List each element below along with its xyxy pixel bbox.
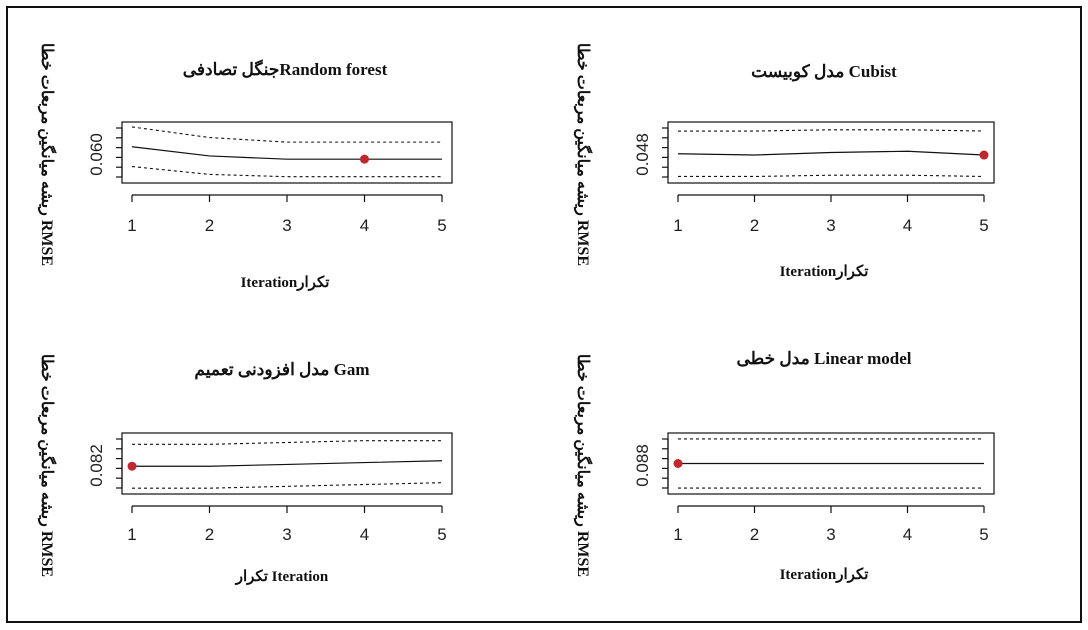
figure-frame [6,6,1082,623]
rmse-line [132,460,443,467]
chart-title: مدل کوبیست Cubist [751,62,897,82]
x-tick-label: 2 [750,525,759,544]
lower-bound-line [678,174,985,178]
x-tick-label: 1 [127,216,136,235]
best-iteration-point [673,459,683,468]
chart-title: جنگل تصادفیRandom forest [183,59,388,79]
chart-cubist: مدل کوبیست Cubist ریشه میانگین مربعات خطا… [573,43,995,280]
chart-random-forest: جنگل تصادفیRandom forest ریشه میانگین مرب… [37,43,453,291]
x-tick-label: 1 [673,525,682,544]
x-tick-label: 5 [437,216,446,235]
y-tick-label: 0.060 [87,133,106,176]
x-tick-label: 1 [673,216,682,235]
chart-gam: مدل افزودنی تعمیم Gam ریشه میانگین مربعات… [37,354,453,585]
x-tick-label: 2 [205,525,214,544]
rmse-line [131,146,442,160]
x-tick-label: 3 [826,525,835,544]
x-tick-label: 2 [750,216,759,235]
x-tick-label: 4 [360,525,369,544]
rmse-line [677,150,985,156]
x-axis-label: Iterationتکرار [241,275,330,291]
lower-bound-line [131,166,442,178]
plot-area [121,121,453,184]
upper-bound-line [131,126,442,143]
y-tick-label: 0.088 [633,444,652,487]
x-tick-label: 4 [903,525,912,544]
best-iteration-point [127,461,137,471]
chart-title: مدل خطی Linear model [737,349,912,368]
x-tick-label: 2 [205,216,214,235]
x-tick-label: 5 [437,525,446,544]
y-tick-label: 0.082 [87,444,106,487]
x-tick-label: 3 [826,216,835,235]
upper-bound-line [678,129,985,132]
x-tick-label: 4 [903,216,912,235]
best-iteration-point [360,154,369,164]
y-axis-label: ریشه میانگین مربعات خطا RMSE [573,354,593,577]
x-tick-label: 5 [979,525,988,544]
chart-linear-model: مدل خطی Linear model ریشه میانگین مربعات … [573,349,995,583]
x-tick-label: 4 [360,216,369,235]
chart-title: مدل افزودنی تعمیم Gam [194,360,369,380]
y-axis-label: ریشه میانگین مربعات خطا RMSE [37,354,57,577]
y-tick-label: 0.048 [633,133,652,176]
upper-bound-line [132,440,442,445]
x-axis-label: تکرار Iteration [235,569,329,585]
x-tick-label: 5 [979,216,988,235]
y-axis-label: ریشه میانگین مربعات خطا RMSE [573,43,593,266]
x-axis-label: Iterationتکرار [780,264,869,280]
best-iteration-point [979,150,989,160]
x-tick-label: 1 [127,525,136,544]
plot-area [121,432,453,495]
lower-bound-line [132,482,443,489]
x-tick-label: 3 [282,216,291,235]
x-axis-label: Iterationتکرار [780,567,869,583]
y-axis-label: ریشه میانگین مربعات خطا RMSE [37,43,57,266]
x-tick-label: 3 [282,525,291,544]
